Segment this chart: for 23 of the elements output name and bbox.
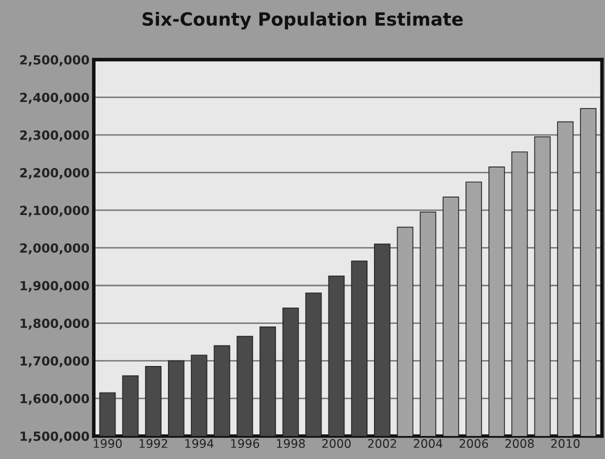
- y-tick-label: 1,700,000: [20, 356, 90, 368]
- x-tick-label: 2000: [322, 439, 351, 448]
- x-tick-label: 1998: [276, 439, 305, 448]
- y-tick-label: 2,100,000: [20, 206, 90, 217]
- y-tick-label: 1,500,000: [20, 432, 90, 443]
- y-tick-label: 1,600,000: [20, 394, 90, 405]
- x-tick-label: 2004: [414, 439, 442, 448]
- y-tick-label: 1,800,000: [20, 318, 90, 330]
- y-tick-label: 2,400,000: [20, 92, 90, 104]
- y-tick-label: 1,900,000: [20, 280, 90, 292]
- x-tick-label: 1992: [140, 439, 168, 448]
- y-tick-label: 2,000,000: [20, 243, 90, 254]
- y-tick-label: 2,500,000: [20, 55, 90, 66]
- chart-title: Six-County Population Estimate: [142, 12, 463, 30]
- x-tick-label: 2008: [505, 439, 534, 448]
- x-tick-label: 2006: [460, 439, 488, 448]
- x-tick-label: 2010: [551, 439, 580, 448]
- x-tick-label: 1996: [231, 439, 260, 448]
- x-tick-label: 1994: [185, 439, 214, 448]
- y-tick-label: 2,200,000: [20, 168, 90, 180]
- x-tick-label: 1990: [94, 439, 122, 448]
- y-tick-label: 2,300,000: [20, 130, 90, 142]
- x-tick-label: 2002: [368, 439, 396, 448]
